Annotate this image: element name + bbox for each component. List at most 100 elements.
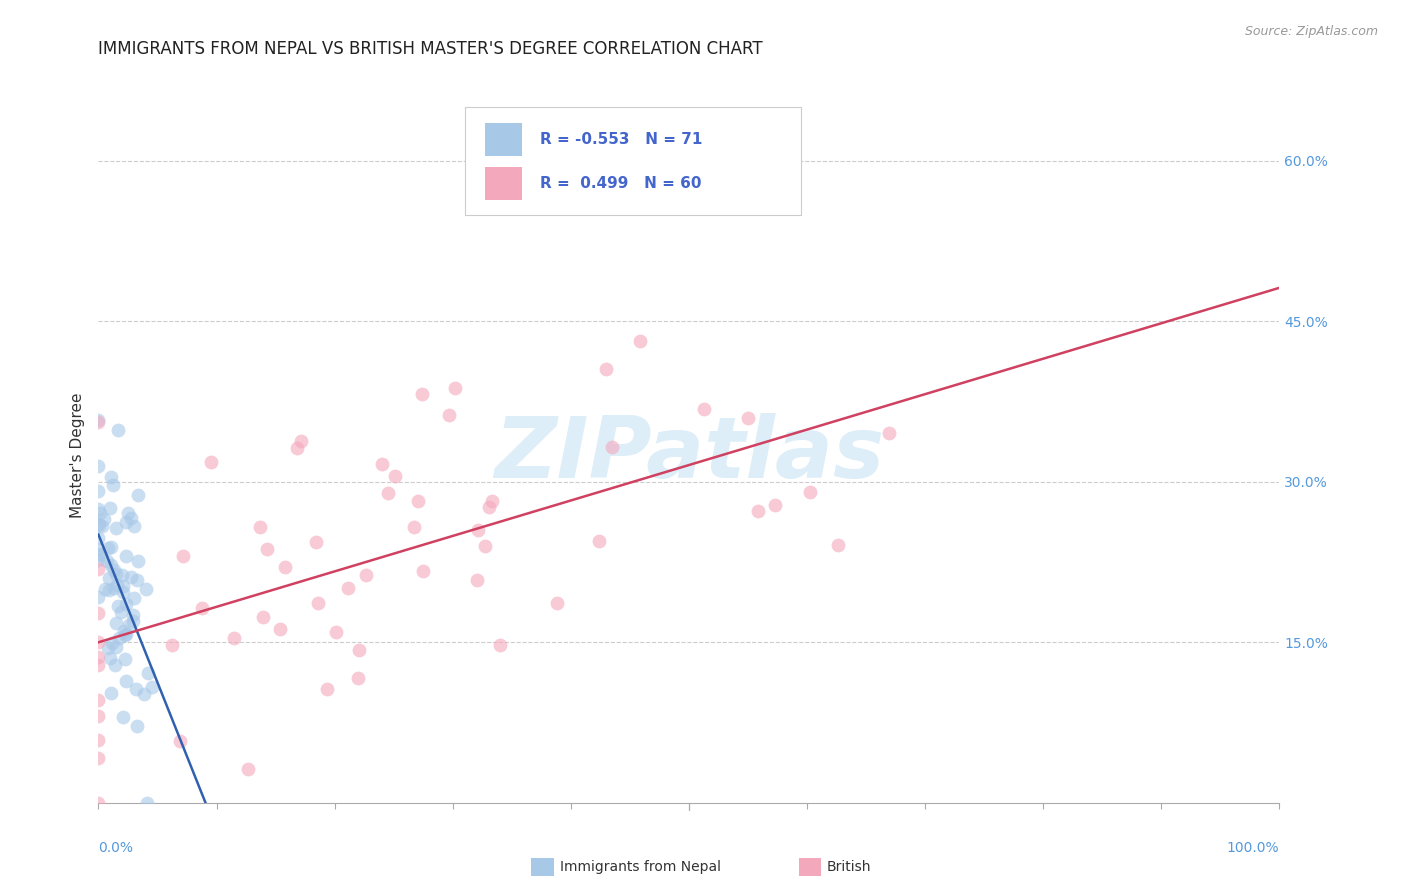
Point bbox=[305, 535, 328, 549]
Point bbox=[354, 567, 377, 582]
Point bbox=[588, 533, 610, 548]
Point bbox=[107, 599, 129, 613]
Text: 100.0%: 100.0% bbox=[1227, 841, 1279, 855]
Point bbox=[467, 523, 489, 537]
Point bbox=[101, 478, 124, 492]
Point bbox=[105, 578, 128, 592]
Point bbox=[765, 498, 787, 512]
Point bbox=[87, 413, 110, 427]
Point bbox=[125, 719, 148, 733]
Point bbox=[104, 616, 127, 631]
Point bbox=[87, 459, 110, 474]
Point bbox=[87, 590, 110, 604]
Point bbox=[546, 596, 568, 610]
Point bbox=[600, 440, 623, 454]
Point bbox=[112, 624, 135, 639]
Point bbox=[87, 501, 110, 516]
Point bbox=[98, 582, 121, 597]
Point bbox=[104, 566, 127, 581]
Point bbox=[127, 488, 149, 502]
Point bbox=[411, 386, 433, 401]
Point bbox=[307, 596, 329, 610]
Point bbox=[111, 567, 134, 582]
Point bbox=[97, 641, 120, 656]
Point bbox=[160, 638, 183, 652]
Point bbox=[98, 572, 121, 586]
Text: R =  0.499   N = 60: R = 0.499 N = 60 bbox=[540, 176, 702, 191]
Point bbox=[100, 635, 122, 649]
Point bbox=[87, 547, 110, 561]
Bar bbox=[485, 123, 523, 156]
Point bbox=[377, 485, 399, 500]
Point bbox=[384, 469, 406, 483]
Point bbox=[100, 470, 122, 484]
Point bbox=[125, 682, 148, 697]
Point bbox=[465, 574, 488, 588]
Point bbox=[97, 541, 120, 555]
Point bbox=[122, 518, 145, 533]
Bar bbox=[485, 167, 523, 201]
Point bbox=[120, 511, 142, 525]
Point bbox=[336, 581, 359, 595]
Point bbox=[347, 671, 370, 685]
Point bbox=[114, 628, 136, 642]
Point bbox=[191, 600, 214, 615]
Point bbox=[90, 519, 112, 533]
Point bbox=[122, 607, 145, 622]
Point bbox=[135, 796, 157, 810]
Text: British: British bbox=[827, 860, 872, 874]
Point bbox=[172, 549, 194, 563]
Point bbox=[120, 570, 142, 584]
Point bbox=[89, 506, 111, 520]
Point bbox=[269, 622, 291, 636]
Point bbox=[87, 657, 110, 672]
Point bbox=[347, 642, 370, 657]
Point bbox=[87, 484, 110, 499]
Text: ZIPatlas: ZIPatlas bbox=[494, 413, 884, 497]
Point bbox=[100, 540, 122, 554]
Point bbox=[481, 493, 503, 508]
Point bbox=[169, 734, 191, 748]
Point bbox=[108, 632, 131, 646]
Point bbox=[316, 681, 339, 696]
Point bbox=[94, 582, 117, 597]
Point bbox=[96, 554, 118, 568]
Point bbox=[489, 638, 512, 652]
Point bbox=[104, 521, 127, 535]
Point bbox=[122, 591, 145, 605]
Point bbox=[103, 658, 125, 673]
Point bbox=[114, 549, 136, 563]
Point bbox=[406, 494, 429, 508]
Text: 0.0%: 0.0% bbox=[98, 841, 134, 855]
Point bbox=[224, 631, 246, 645]
Point bbox=[90, 548, 112, 562]
Point bbox=[256, 542, 278, 557]
Point bbox=[115, 597, 138, 611]
Point bbox=[737, 411, 759, 425]
Point bbox=[110, 605, 132, 619]
Point bbox=[87, 692, 110, 706]
Point bbox=[87, 541, 110, 556]
Point bbox=[132, 687, 155, 701]
Point bbox=[103, 563, 125, 577]
Point bbox=[371, 457, 394, 471]
Point bbox=[412, 564, 434, 578]
Point bbox=[89, 517, 111, 532]
Text: R = -0.553   N = 71: R = -0.553 N = 71 bbox=[540, 132, 703, 147]
Point bbox=[87, 796, 110, 810]
Point bbox=[238, 762, 260, 776]
Point bbox=[877, 425, 900, 440]
Point bbox=[443, 381, 465, 395]
Point bbox=[107, 423, 129, 437]
Point bbox=[87, 415, 110, 429]
Point bbox=[87, 532, 110, 546]
Point bbox=[121, 614, 143, 628]
Point bbox=[747, 504, 769, 518]
Point bbox=[252, 609, 274, 624]
Point bbox=[87, 751, 110, 765]
Point bbox=[628, 334, 651, 349]
Point bbox=[87, 562, 110, 576]
Point bbox=[200, 455, 222, 469]
Point bbox=[112, 579, 135, 593]
Point bbox=[692, 401, 714, 416]
